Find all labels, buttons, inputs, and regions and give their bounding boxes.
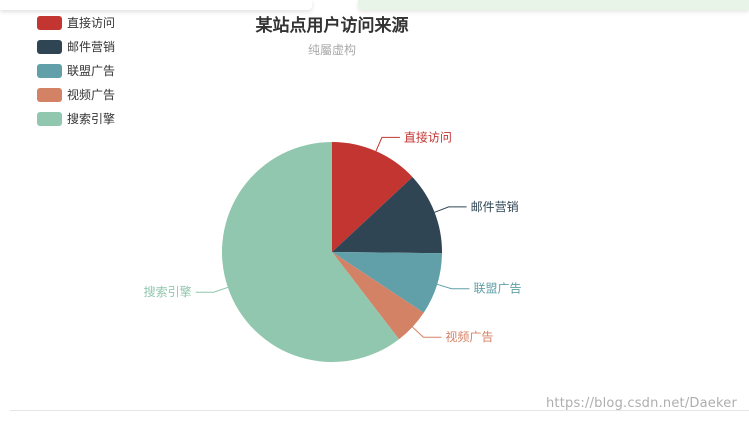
legend-swatch-4 <box>37 112 62 126</box>
legend-item-0[interactable]: 直接访问 <box>37 15 115 30</box>
slice-label-4: 搜索引擎 <box>144 284 192 299</box>
legend-item-4[interactable]: 搜索引擎 <box>37 111 115 126</box>
pie-slice-2[interactable] <box>332 252 442 313</box>
legend-swatch-1 <box>37 40 62 54</box>
pie-slice-3[interactable] <box>332 252 424 340</box>
pie-slice-1[interactable] <box>332 177 442 254</box>
legend-item-1[interactable]: 邮件营销 <box>37 40 115 54</box>
chart-subtitle: 纯屬虚构 <box>308 42 356 57</box>
slice-label-3: 视频广告 <box>445 329 493 344</box>
legend-label-0: 直接访问 <box>67 15 115 30</box>
legend-label-2: 联盟广告 <box>67 64 115 78</box>
legend-item-3[interactable]: 视频广告 <box>37 87 115 102</box>
pie-slices <box>221 142 442 363</box>
watermark: https://blog.csdn.net/Daeker <box>545 396 737 411</box>
pie-slice-4[interactable] <box>221 142 399 363</box>
pie-slice-0[interactable] <box>332 142 413 252</box>
label-line-0 <box>375 136 400 152</box>
label-line-3 <box>412 326 442 338</box>
label-line-1 <box>434 206 467 213</box>
slice-label-0: 直接访问 <box>404 129 452 144</box>
bottom-divider <box>10 410 749 411</box>
top-left-toolbar <box>0 0 312 10</box>
top-right-toolbar <box>358 0 749 10</box>
legend-swatch-2 <box>37 64 62 78</box>
legend-label-3: 视频广告 <box>67 87 115 102</box>
legend-swatch-0 <box>37 16 62 30</box>
slice-label-2: 联盟广告 <box>473 282 521 296</box>
label-line-2 <box>437 283 470 290</box>
legend-item-2[interactable]: 联盟广告 <box>37 64 115 78</box>
legend-label-1: 邮件营销 <box>67 40 115 54</box>
legend-swatch-3 <box>37 88 62 102</box>
legend-label-4: 搜索引擎 <box>67 111 115 126</box>
label-line-4 <box>195 286 229 293</box>
chart-title: 某站点用户访问来源 <box>256 15 409 36</box>
slice-label-1: 邮件营销 <box>471 200 519 214</box>
